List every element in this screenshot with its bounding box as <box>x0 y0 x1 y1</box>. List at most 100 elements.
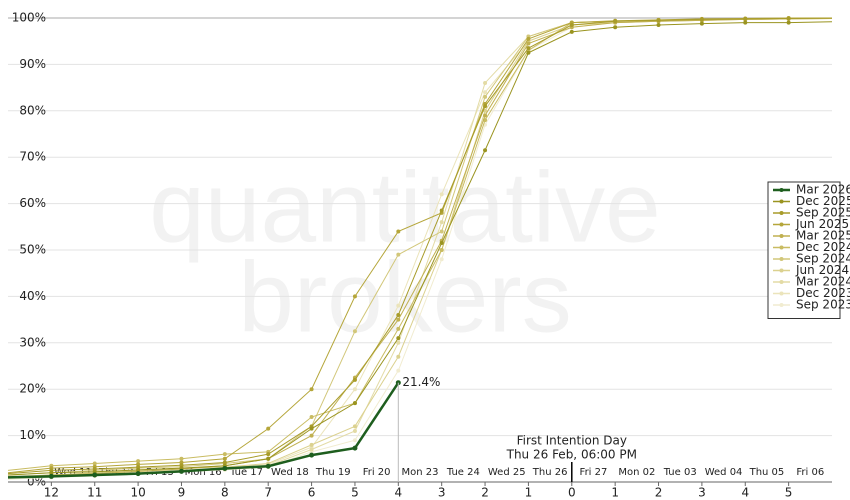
series-line <box>7 17 833 478</box>
date-label: Fri 20 <box>363 467 391 478</box>
point <box>439 229 444 234</box>
series-line <box>7 17 833 475</box>
point <box>526 50 531 55</box>
legend-dot <box>779 280 784 284</box>
point <box>352 329 357 334</box>
x-tick-label: 3 <box>438 486 446 500</box>
point <box>396 340 401 345</box>
point <box>92 467 97 472</box>
point <box>396 229 401 234</box>
annotation: First Intention Day <box>517 434 627 448</box>
point <box>266 426 271 431</box>
point <box>309 452 315 458</box>
date-label: Wed 04 <box>705 467 743 478</box>
point <box>309 442 314 447</box>
point <box>439 192 444 197</box>
x-tick-label: 6 <box>308 486 316 500</box>
point <box>92 461 97 466</box>
point <box>483 113 488 118</box>
y-tick-label: 50% <box>19 243 46 257</box>
point <box>396 252 401 257</box>
x-tick-label: 7 <box>264 486 272 500</box>
legend-label: Sep 2025 <box>796 206 850 220</box>
point <box>786 16 791 21</box>
x-tick-label: 0 <box>568 486 576 500</box>
x-tick-label: 5 <box>785 486 793 500</box>
legend-dot <box>779 211 784 215</box>
point <box>222 460 227 465</box>
legend-label: Mar 2024 <box>796 275 850 289</box>
watermark: quantitative <box>149 151 660 263</box>
date-label: Mon 02 <box>618 467 655 478</box>
legend-label: Dec 2024 <box>796 240 850 254</box>
point <box>656 18 661 23</box>
point <box>179 460 184 465</box>
y-tick-label: 90% <box>19 57 46 71</box>
y-tick-label: 60% <box>19 196 46 210</box>
point <box>222 456 227 461</box>
point <box>136 462 141 467</box>
point <box>483 148 488 153</box>
point <box>439 257 444 262</box>
point <box>699 21 704 26</box>
x-tick-label: 1 <box>611 486 619 500</box>
legend-dot <box>779 257 784 261</box>
value-label: 21.4% <box>402 375 440 389</box>
point <box>135 471 141 477</box>
point <box>483 104 488 109</box>
point <box>439 220 444 225</box>
x-tick-label: 2 <box>655 486 663 500</box>
point <box>266 456 271 461</box>
legend-dot <box>779 188 784 192</box>
point <box>569 22 574 27</box>
legend-label: Dec 2025 <box>796 194 850 208</box>
point <box>48 473 54 479</box>
point <box>309 447 314 452</box>
point <box>526 36 531 41</box>
y-tick-label: 70% <box>19 150 46 164</box>
date-label: Thu 26 <box>532 467 568 478</box>
y-tick-label: 40% <box>19 289 46 303</box>
x-tick-label: 12 <box>44 486 59 500</box>
legend-label: Sep 2024 <box>796 252 850 266</box>
point <box>526 41 531 46</box>
point <box>352 445 358 451</box>
point <box>396 326 401 331</box>
x-tick-label: 8 <box>221 486 229 500</box>
date-label: Mon 16 <box>185 467 222 478</box>
date-label: Thu 19 <box>315 467 351 478</box>
point <box>352 401 357 406</box>
point <box>136 459 141 464</box>
point <box>396 312 401 317</box>
point <box>178 468 184 474</box>
point <box>526 46 531 51</box>
point <box>309 426 314 431</box>
point <box>439 248 444 252</box>
point <box>352 428 357 433</box>
point <box>786 20 791 25</box>
point <box>352 438 357 443</box>
point <box>266 452 271 457</box>
y-tick-label: 20% <box>19 382 46 396</box>
date-label: Wed 18 <box>271 467 309 478</box>
x-tick-label: 5 <box>351 486 359 500</box>
point <box>483 90 488 95</box>
y-tick-label: 10% <box>19 428 46 442</box>
point <box>613 19 618 24</box>
point <box>49 470 54 475</box>
legend-dot <box>779 234 784 238</box>
x-tick-label: 11 <box>87 486 102 500</box>
point <box>136 467 141 472</box>
point <box>309 415 314 420</box>
point <box>483 80 488 85</box>
point <box>483 94 488 99</box>
x-tick-label: 1 <box>525 486 533 500</box>
date-label: Mon 23 <box>402 467 439 478</box>
legend-label: Mar 2025 <box>796 229 850 243</box>
legend-box <box>767 181 841 319</box>
point <box>92 472 98 478</box>
annotation: Thu 26 Feb, 06:00 PM <box>506 448 637 462</box>
point <box>699 17 704 22</box>
date-label: Tue 17 <box>229 467 263 478</box>
